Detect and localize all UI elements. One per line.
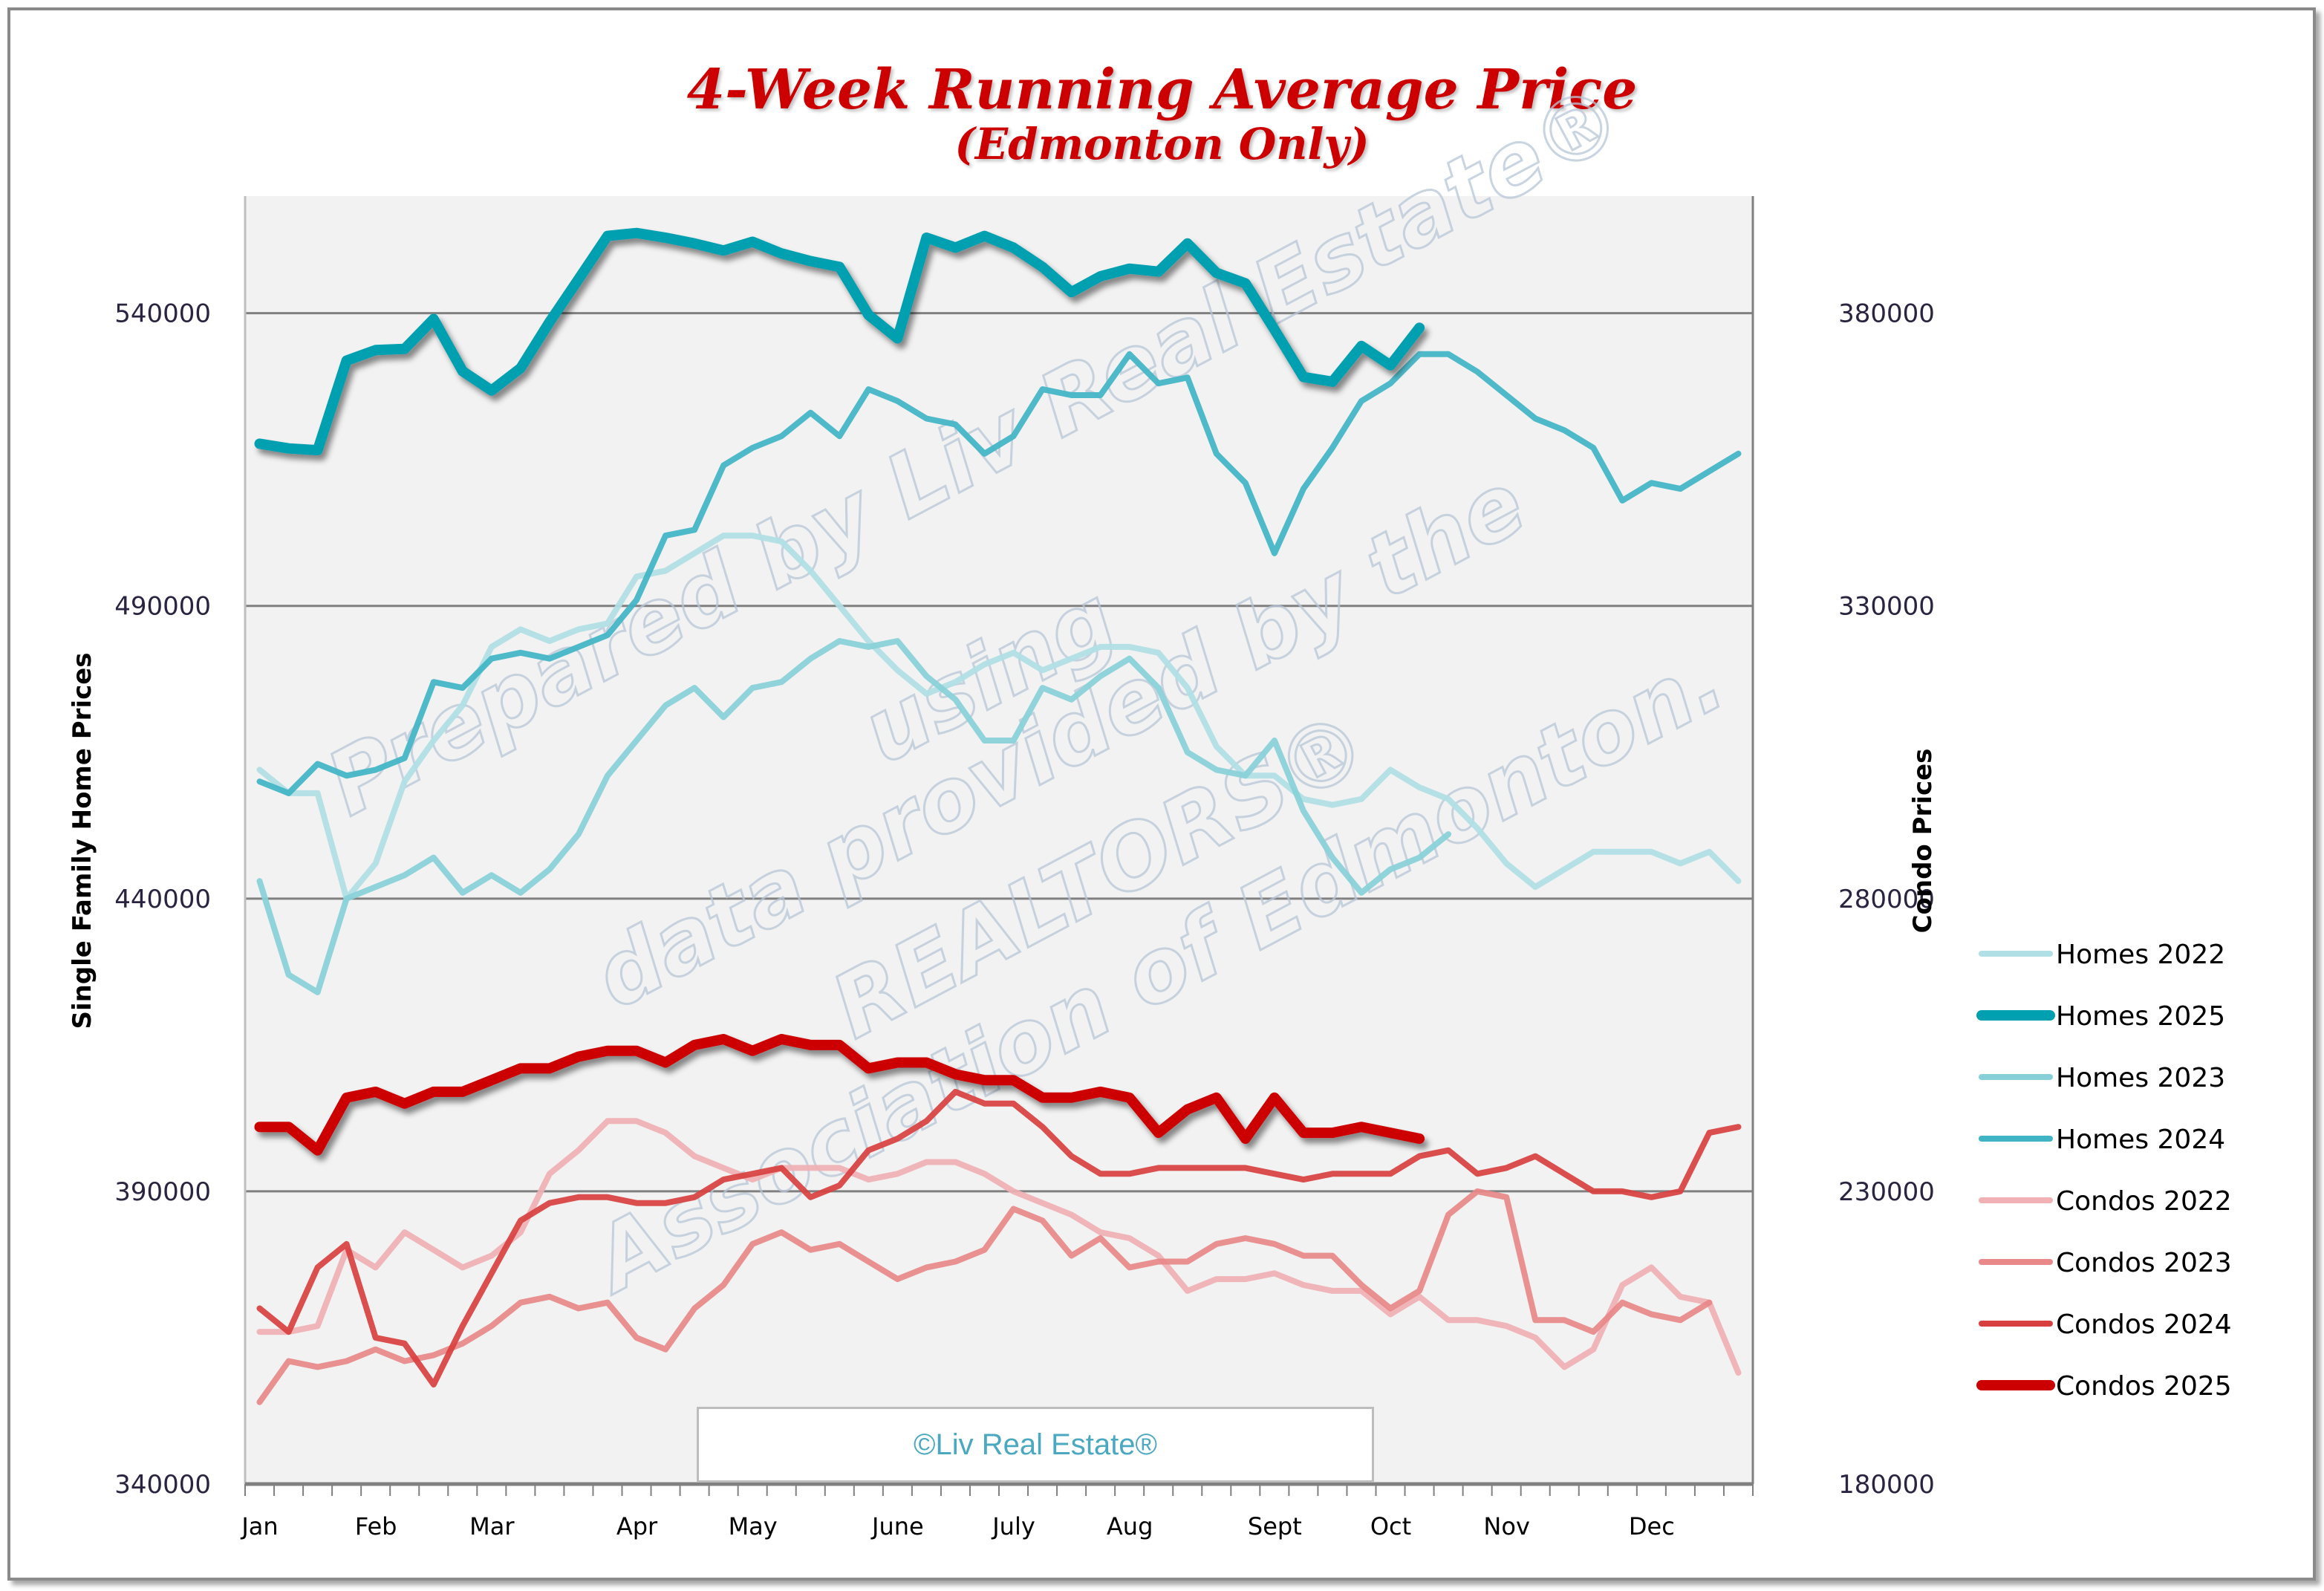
x-tick-label: Nov [1483, 1512, 1529, 1540]
right-tick-label: 380000 [1838, 299, 1935, 329]
x-tick-label: Apr [616, 1512, 658, 1540]
right-tick-label: 180000 [1838, 1470, 1935, 1500]
series-line-homes-2024 [256, 351, 1742, 796]
legend-label: Condos 2025 [2056, 1371, 2232, 1402]
legend-label: Homes 2024 [2056, 1125, 2225, 1155]
x-tick-label: Mar [469, 1512, 515, 1540]
right-tick-label: 230000 [1838, 1177, 1935, 1207]
legend-label: Homes 2023 [2056, 1063, 2225, 1093]
right-tick-label: 280000 [1838, 885, 1935, 914]
left-tick-label: 390000 [114, 1177, 211, 1207]
left-axis-title: Single Family Home Prices [68, 652, 97, 1029]
chart-title: 4-Week Running Average Price [686, 58, 1638, 122]
legend-label: Homes 2025 [2056, 1001, 2225, 1032]
right-axis-title: Condo Prices [1908, 749, 1938, 934]
x-tick-label: Aug [1107, 1512, 1153, 1540]
x-tick-label: Oct [1370, 1512, 1411, 1540]
right-tick-label: 330000 [1838, 592, 1935, 622]
series-line-condos-2024 [256, 1088, 1742, 1387]
legend-label: Condos 2022 [2056, 1186, 2232, 1217]
series-line-homes-2025 [254, 227, 1425, 456]
legend-label: Condos 2024 [2056, 1309, 2232, 1340]
x-tick-label: Dec [1629, 1512, 1675, 1540]
left-tick-label: 440000 [114, 885, 211, 914]
legend-label: Homes 2022 [2056, 940, 2225, 970]
x-tick-label: Jan [240, 1512, 278, 1540]
legend: Homes 2022 Homes 2025 Homes 2023 Homes 2024… [1976, 940, 2232, 1402]
x-tick-label: Sept [1248, 1512, 1302, 1540]
x-tick-label: Feb [355, 1512, 397, 1540]
left-tick-label: 340000 [114, 1470, 211, 1500]
copyright-box: ©Liv Real Estate® [697, 1407, 1374, 1483]
series-line-homes-2022 [256, 533, 1742, 902]
x-tick-label: July [991, 1512, 1035, 1540]
series-line-homes-2023 [256, 638, 1452, 995]
series-line-condos-2023 [256, 1188, 1713, 1405]
chart-subtitle: (Edmonton Only) [954, 119, 1370, 169]
x-tick-label: June [870, 1512, 924, 1540]
left-tick-label: 540000 [114, 299, 211, 329]
left-tick-label: 490000 [114, 592, 211, 622]
legend-label: Condos 2023 [2056, 1248, 2232, 1278]
series-line-condos-2025 [254, 1034, 1425, 1156]
x-tick-label: May [729, 1512, 778, 1540]
